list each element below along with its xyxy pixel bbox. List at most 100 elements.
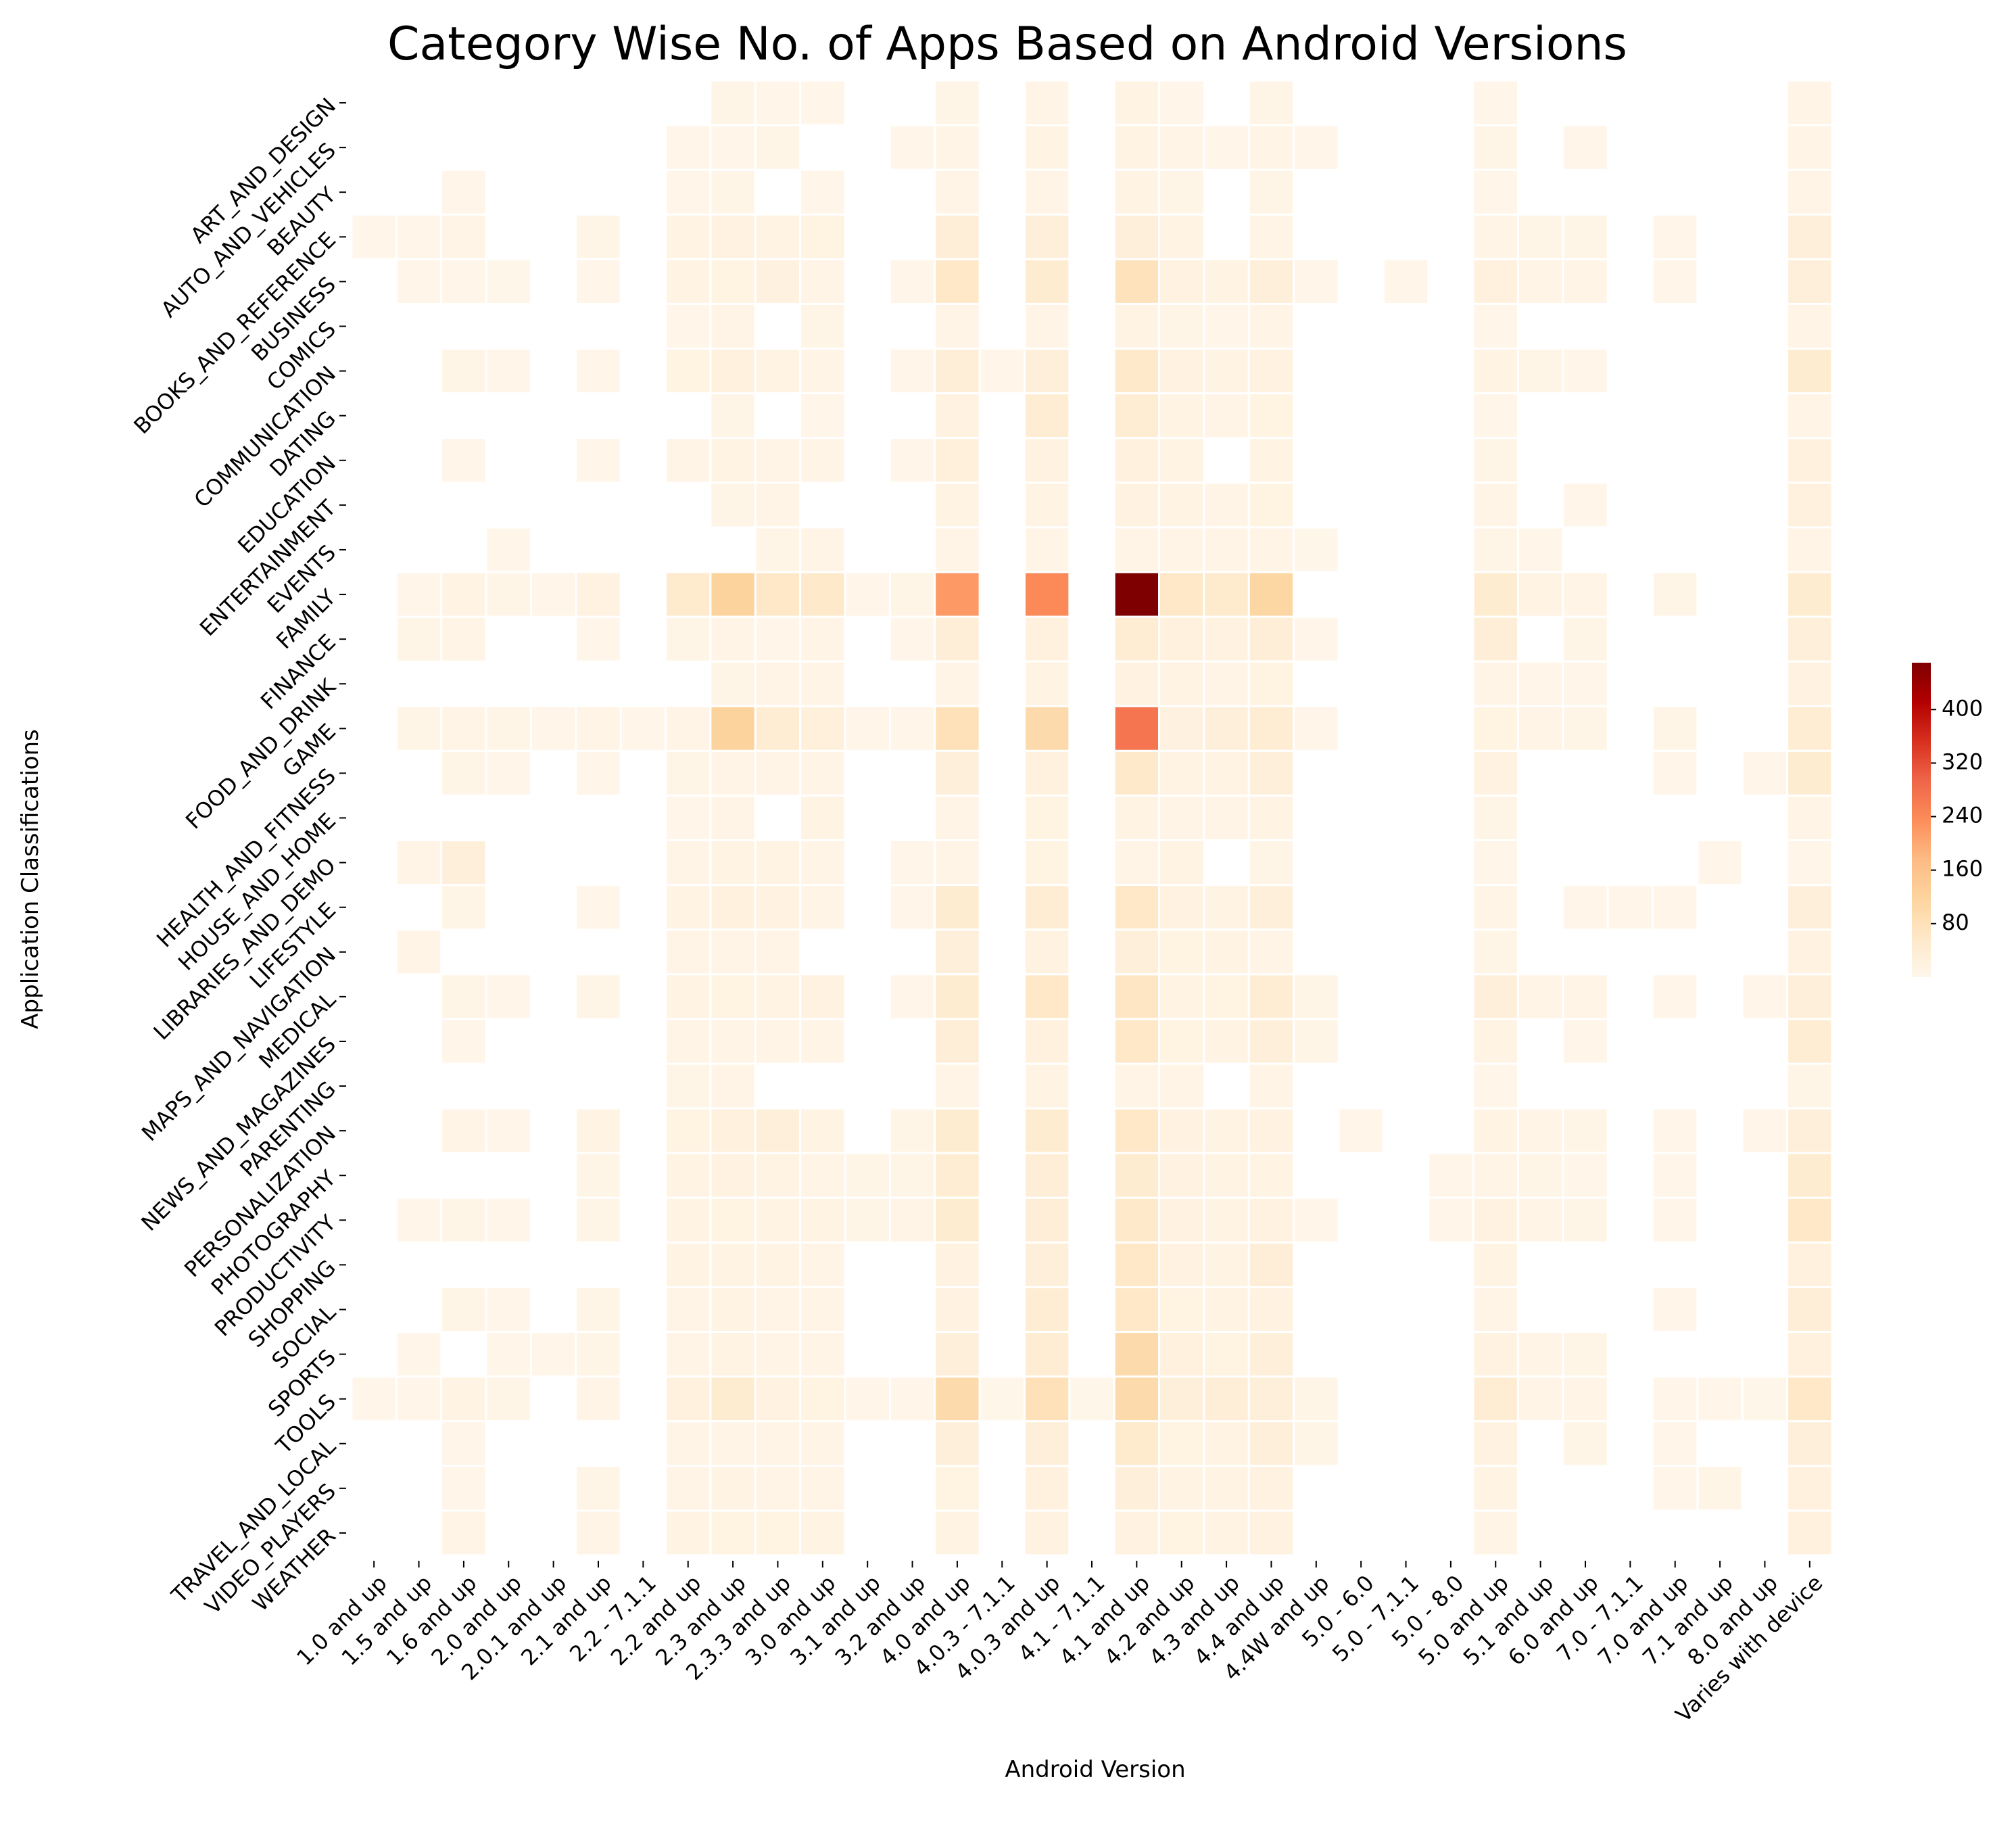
heatmap-cell [575,348,622,395]
heatmap-cell [1293,705,1340,752]
heatmap-cell [1247,213,1295,260]
heatmap-cell [440,437,487,484]
heatmap-cell [1023,1420,1071,1467]
heatmap-cell [1427,1196,1474,1244]
heatmap-cell [799,302,846,350]
heatmap-cell [575,884,622,931]
heatmap-cell [1023,571,1071,618]
heatmap-cell [1247,705,1295,752]
heatmap-cell [1786,1241,1833,1288]
heatmap-cell [1472,1286,1519,1334]
heatmap-cell [1158,437,1205,484]
heatmap-cell [1023,1241,1071,1288]
heatmap-cell [1203,1286,1250,1334]
heatmap-cell [709,749,757,797]
heatmap-cell [665,884,712,931]
heatmap-cell [1113,79,1161,126]
heatmap-cell [934,79,981,126]
heatmap-cell [799,258,846,305]
heatmap-cell [1023,481,1071,529]
heatmap-cell [1786,749,1833,797]
heatmap-cell [1158,1465,1205,1512]
heatmap-cell [1113,213,1161,260]
colorbar-tick-label: 80 [1942,910,1969,935]
heatmap-cell [934,526,981,573]
heatmap-cell [665,1062,712,1110]
heatmap-cell [1786,258,1833,305]
heatmap-cell [978,1375,1026,1423]
heatmap-cell [440,1420,487,1467]
heatmap-cell [799,705,846,752]
heatmap-cell [1203,1241,1250,1288]
heatmap-cell [1472,348,1519,395]
heatmap-cell [1472,392,1519,440]
heatmap-cell [1247,1509,1295,1557]
colorbar-gradient [1912,663,1931,977]
heatmap-cell [1293,258,1340,305]
heatmap-cell [1023,302,1071,350]
heatmap-cell [1472,1331,1519,1378]
heatmap-cell [754,1420,802,1467]
heatmap-cell [1247,749,1295,797]
heatmap-cell [1562,481,1609,529]
heatmap-cell [1696,839,1744,887]
heatmap-cell [665,1152,712,1199]
heatmap-cell [1113,392,1161,440]
heatmap-cell [1786,1196,1833,1244]
heatmap-cell [1472,302,1519,350]
heatmap-cell [1562,1196,1609,1244]
heatmap-cell [754,884,802,931]
heatmap-cell [1516,1196,1564,1244]
heatmap-cell [1562,1375,1609,1423]
heatmap-cell [1472,571,1519,618]
heatmap-cell [709,348,757,395]
heatmap-cell [934,928,981,976]
heatmap-cell [1023,1375,1071,1423]
heatmap-cell [1247,1241,1295,1288]
heatmap-cell [754,1286,802,1334]
heatmap-cell [888,839,936,887]
heatmap-cell [485,705,532,752]
heatmap-cell [754,124,802,171]
heatmap-cell [754,1018,802,1065]
heatmap-cell [1113,258,1161,305]
chart-title: Category Wise No. of Apps Based on Andro… [387,18,1627,71]
heatmap-cell [754,258,802,305]
heatmap-cell [888,973,936,1020]
heatmap-cell [1203,705,1250,752]
heatmap-cell [754,1107,802,1154]
heatmap-cell [754,928,802,976]
heatmap-cell [665,1331,712,1378]
heatmap-cell [575,1152,622,1199]
heatmap-cell [1293,1018,1340,1065]
heatmap-cell [799,660,846,707]
heatmap-cell [665,213,712,260]
heatmap-cell [1562,571,1609,618]
heatmap-cell [1158,794,1205,842]
heatmap-cell [575,258,622,305]
heatmap-cell [1158,1107,1205,1154]
heatmap-cell [1472,839,1519,887]
heatmap-cell [1203,258,1250,305]
heatmap-cell [799,348,846,395]
heatmap-cell [1652,1196,1699,1244]
heatmap-cell [1293,526,1340,573]
heatmap-cell [709,1241,757,1288]
heatmap-cell [799,168,846,216]
heatmap-cell [799,1509,846,1557]
heatmap-cell [1472,213,1519,260]
heatmap-cell [1023,526,1071,573]
heatmap-cell [440,884,487,931]
heatmap-cell [934,437,981,484]
heatmap-cell [1472,705,1519,752]
heatmap-cell [709,973,757,1020]
heatmap-cell [1158,571,1205,618]
heatmap-cell [1786,1465,1833,1512]
heatmap-cell [754,839,802,887]
heatmap-cell [1562,1018,1609,1065]
heatmap-cell [1023,1286,1071,1334]
heatmap-cell [934,348,981,395]
heatmap-cell [395,705,443,752]
colorbar-tick-label: 400 [1942,695,1983,721]
heatmap-cell [665,437,712,484]
